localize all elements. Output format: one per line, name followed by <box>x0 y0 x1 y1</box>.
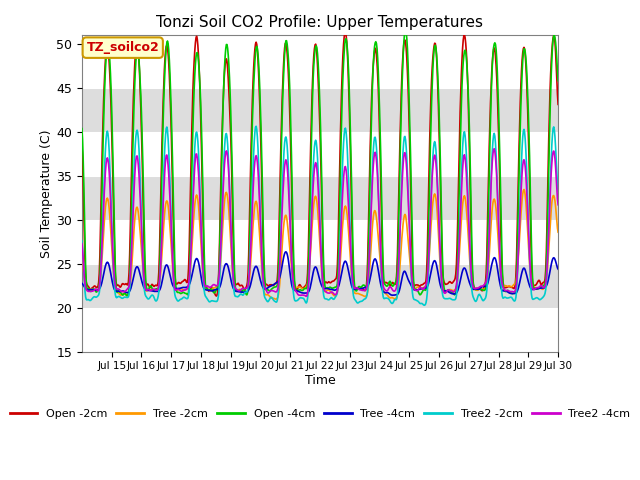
Tree2 -2cm <box>78 238 86 243</box>
Tree -2cm <box>421 284 429 290</box>
Open -2cm <box>86 285 93 291</box>
Tree -4cm <box>86 287 93 293</box>
Tree -2cm <box>143 288 151 294</box>
Tree2 -2cm <box>183 296 191 301</box>
Tree -2cm <box>86 287 93 293</box>
Tree2 -2cm <box>554 189 562 194</box>
Line: Open -4cm: Open -4cm <box>82 30 558 296</box>
Open -4cm <box>144 287 152 293</box>
Open -2cm <box>342 29 349 35</box>
Tree2 -2cm <box>86 298 93 303</box>
Open -2cm <box>467 209 474 215</box>
Line: Tree2 -2cm: Tree2 -2cm <box>82 126 558 305</box>
Tree2 -2cm <box>252 123 260 129</box>
Tree2 -4cm <box>78 240 86 246</box>
Legend: Open -2cm, Tree -2cm, Open -4cm, Tree -4cm, Tree2 -2cm, Tree2 -4cm: Open -2cm, Tree -2cm, Open -4cm, Tree -4… <box>5 405 635 423</box>
Bar <box>82 264 558 308</box>
Line: Tree -2cm: Tree -2cm <box>82 190 558 299</box>
Tree -2cm <box>481 286 488 292</box>
Bar <box>82 132 558 176</box>
Tree2 -4cm <box>554 202 562 208</box>
Tree2 -2cm <box>481 296 489 302</box>
Tree -2cm <box>520 187 528 192</box>
Open -4cm <box>78 126 86 132</box>
Open -4cm <box>184 292 191 298</box>
Tree2 -2cm <box>467 268 474 274</box>
Tree2 -4cm <box>183 286 191 292</box>
Tree -2cm <box>272 296 280 302</box>
Tree2 -4cm <box>466 250 474 256</box>
Bar <box>82 88 558 132</box>
Y-axis label: Soil Temperature (C): Soil Temperature (C) <box>40 129 53 258</box>
Bar <box>82 220 558 264</box>
Bar <box>82 36 558 88</box>
Tree -4cm <box>422 285 429 291</box>
Tree2 -4cm <box>303 293 310 299</box>
Tree2 -2cm <box>143 295 151 301</box>
Open -4cm <box>402 27 410 33</box>
Bar <box>82 308 558 351</box>
Line: Tree2 -4cm: Tree2 -4cm <box>82 149 558 296</box>
Tree -4cm <box>554 266 562 272</box>
Open -2cm <box>422 280 429 286</box>
Bar <box>82 176 558 220</box>
Tree -4cm <box>282 249 290 255</box>
Open -4cm <box>86 287 93 292</box>
Open -4cm <box>554 78 562 84</box>
Text: TZ_soilco2: TZ_soilco2 <box>86 41 159 54</box>
Open -2cm <box>212 293 220 299</box>
Open -2cm <box>481 281 489 287</box>
Open -4cm <box>124 293 131 299</box>
Tree2 -4cm <box>86 288 93 294</box>
Open -4cm <box>422 288 429 293</box>
Tree -2cm <box>554 229 562 235</box>
Line: Tree -4cm: Tree -4cm <box>82 252 558 295</box>
Tree -2cm <box>183 286 191 292</box>
Tree -2cm <box>466 264 474 270</box>
Tree2 -2cm <box>420 302 428 308</box>
Tree -4cm <box>78 280 86 286</box>
Tree -4cm <box>481 284 489 289</box>
Open -4cm <box>467 182 474 188</box>
Open -2cm <box>554 101 562 107</box>
Tree2 -4cm <box>481 281 488 287</box>
Tree2 -4cm <box>421 285 429 290</box>
Open -2cm <box>143 282 151 288</box>
Open -4cm <box>481 287 489 293</box>
Tree -4cm <box>183 284 191 290</box>
Tree -4cm <box>389 292 397 298</box>
Tree2 -2cm <box>422 301 429 307</box>
Title: Tonzi Soil CO2 Profile: Upper Temperatures: Tonzi Soil CO2 Profile: Upper Temperatur… <box>157 15 483 30</box>
X-axis label: Time: Time <box>305 374 335 387</box>
Open -2cm <box>183 280 191 286</box>
Tree2 -4cm <box>143 287 151 293</box>
Tree -4cm <box>467 283 474 288</box>
Open -2cm <box>78 141 86 147</box>
Line: Open -2cm: Open -2cm <box>82 32 558 296</box>
Tree -2cm <box>78 254 86 260</box>
Tree2 -4cm <box>490 146 498 152</box>
Tree -4cm <box>143 288 151 293</box>
